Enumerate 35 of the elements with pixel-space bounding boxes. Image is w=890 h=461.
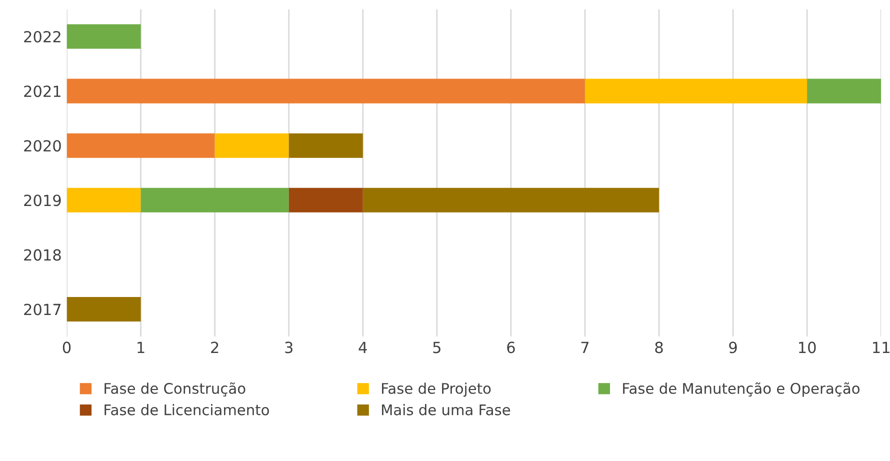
y-tick-label: 2022 (24, 30, 60, 43)
x-tick-label: 4 (358, 342, 367, 353)
bar (288, 133, 363, 158)
x-tick-label: 3 (285, 342, 292, 354)
bar (66, 133, 215, 158)
bar (66, 24, 141, 49)
bar (140, 188, 289, 212)
x-tick-label: 0 (62, 342, 71, 354)
bar (362, 188, 660, 212)
legend-label: Fase de Projeto (382, 382, 491, 397)
bar (66, 296, 141, 322)
legend-label: Fase de Manutenção e Operação (623, 382, 860, 397)
bar (584, 78, 808, 104)
x-tick-label: 5 (433, 342, 440, 354)
bar (807, 78, 882, 104)
x-tick-label: 1 (138, 342, 144, 353)
y-tick-label: 2017 (24, 304, 61, 316)
bar (66, 78, 585, 104)
x-tick-label: 9 (729, 342, 737, 354)
y-tick-label: 2018 (24, 249, 61, 261)
y-tick-label: 2019 (24, 194, 61, 206)
y-tick-label: 2020 (24, 140, 61, 152)
bar (288, 188, 363, 212)
legend-label: Fase de Construção (104, 382, 246, 397)
y-tick-label: 2021 (24, 86, 60, 98)
x-tick-label: 7 (581, 342, 589, 353)
legend-label: Mais de uma Fase (382, 404, 510, 416)
bar (66, 188, 141, 212)
x-tick-label: 8 (655, 342, 663, 354)
x-tick-label: 10 (799, 342, 816, 354)
legend-label: Fase de Licenciamento (104, 404, 269, 416)
x-tick-label: 11 (873, 342, 890, 353)
x-tick-label: 2 (211, 342, 218, 353)
x-tick-label: 6 (507, 342, 515, 354)
bar (214, 133, 289, 158)
